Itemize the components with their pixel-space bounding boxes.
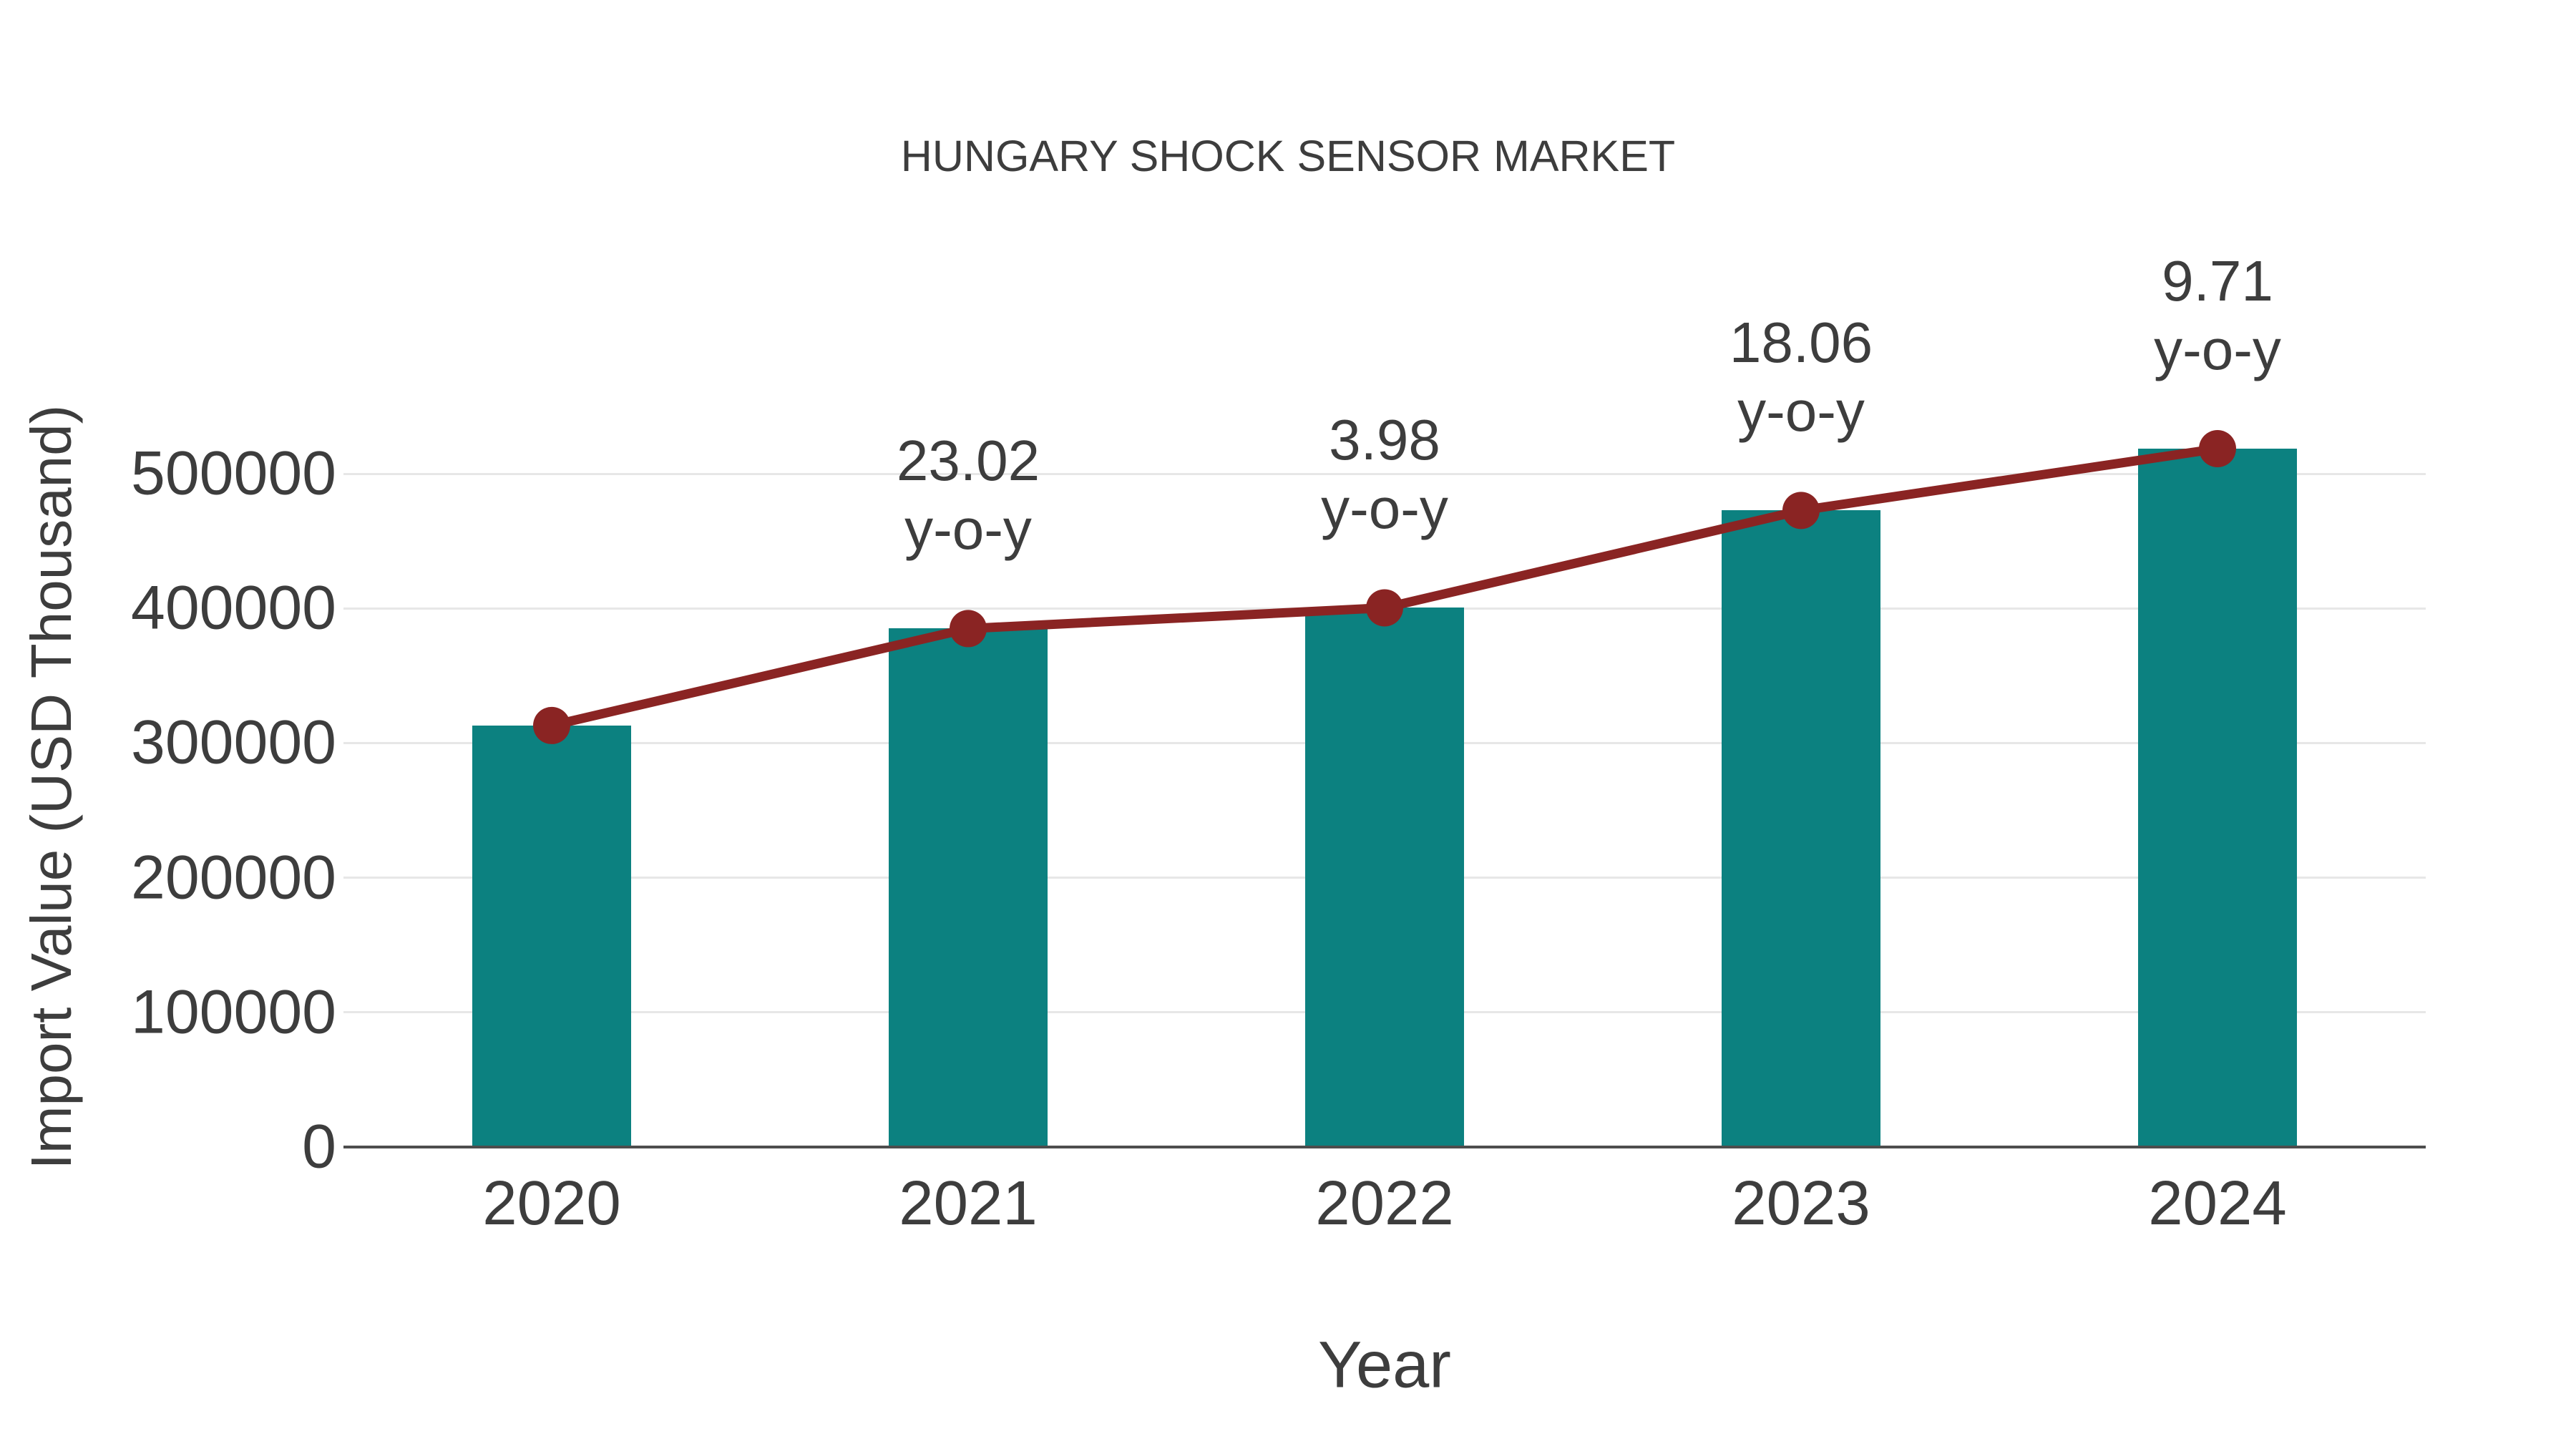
y-tick-label-300000: 300000 <box>131 708 336 777</box>
x-tick-label-2023: 2023 <box>1732 1169 1870 1238</box>
x-axis-line <box>343 1146 2426 1148</box>
annotation-value-2024: 9.71 <box>2162 248 2273 313</box>
annotation-value-2022: 3.98 <box>1329 408 1440 472</box>
y-tick-label-400000: 400000 <box>131 573 336 643</box>
annotation-2024: 9.71 y-o-y <box>2154 247 2281 384</box>
bar-2020 <box>472 725 631 1147</box>
annotation-value-2021: 23.02 <box>896 429 1040 493</box>
annotation-2022: 3.98 y-o-y <box>1321 406 1448 543</box>
gridline-500000 <box>343 472 2426 475</box>
y-tick-label-500000: 500000 <box>131 439 336 508</box>
trend-marker-2024 <box>2199 429 2236 467</box>
x-tick-label-2022: 2022 <box>1315 1169 1454 1238</box>
annotation-yoy-label-2024: y-o-y <box>2154 317 2281 381</box>
x-axis-title: Year <box>1318 1328 1451 1402</box>
trend-marker-2022 <box>1366 589 1403 627</box>
y-tick-label-200000: 200000 <box>131 843 336 912</box>
trend-marker-2021 <box>950 610 987 648</box>
x-tick-label-2021: 2021 <box>899 1169 1038 1238</box>
annotation-value-2023: 18.06 <box>1729 311 1873 375</box>
bar-2021 <box>889 628 1048 1147</box>
annotation-yoy-label-2023: y-o-y <box>1737 379 1865 444</box>
annotation-2021: 23.02 y-o-y <box>897 426 1040 564</box>
annotation-yoy-label-2021: y-o-y <box>904 497 1032 562</box>
bar-2022 <box>1305 608 1464 1147</box>
chart-title: HUNGARY SHOCK SENSOR MARKET <box>900 132 1676 180</box>
annotation-yoy-label-2022: y-o-y <box>1321 477 1448 541</box>
annotation-2023: 18.06 y-o-y <box>1729 308 1873 446</box>
x-tick-label-2024: 2024 <box>2148 1169 2287 1238</box>
y-tick-label-0: 0 <box>302 1112 336 1181</box>
bar-2023 <box>1722 510 1880 1147</box>
bar-2024 <box>2138 448 2297 1147</box>
x-tick-label-2020: 2020 <box>482 1169 621 1238</box>
trend-marker-2020 <box>533 706 570 744</box>
y-tick-label-100000: 100000 <box>131 977 336 1047</box>
trend-marker-2023 <box>1782 492 1820 530</box>
